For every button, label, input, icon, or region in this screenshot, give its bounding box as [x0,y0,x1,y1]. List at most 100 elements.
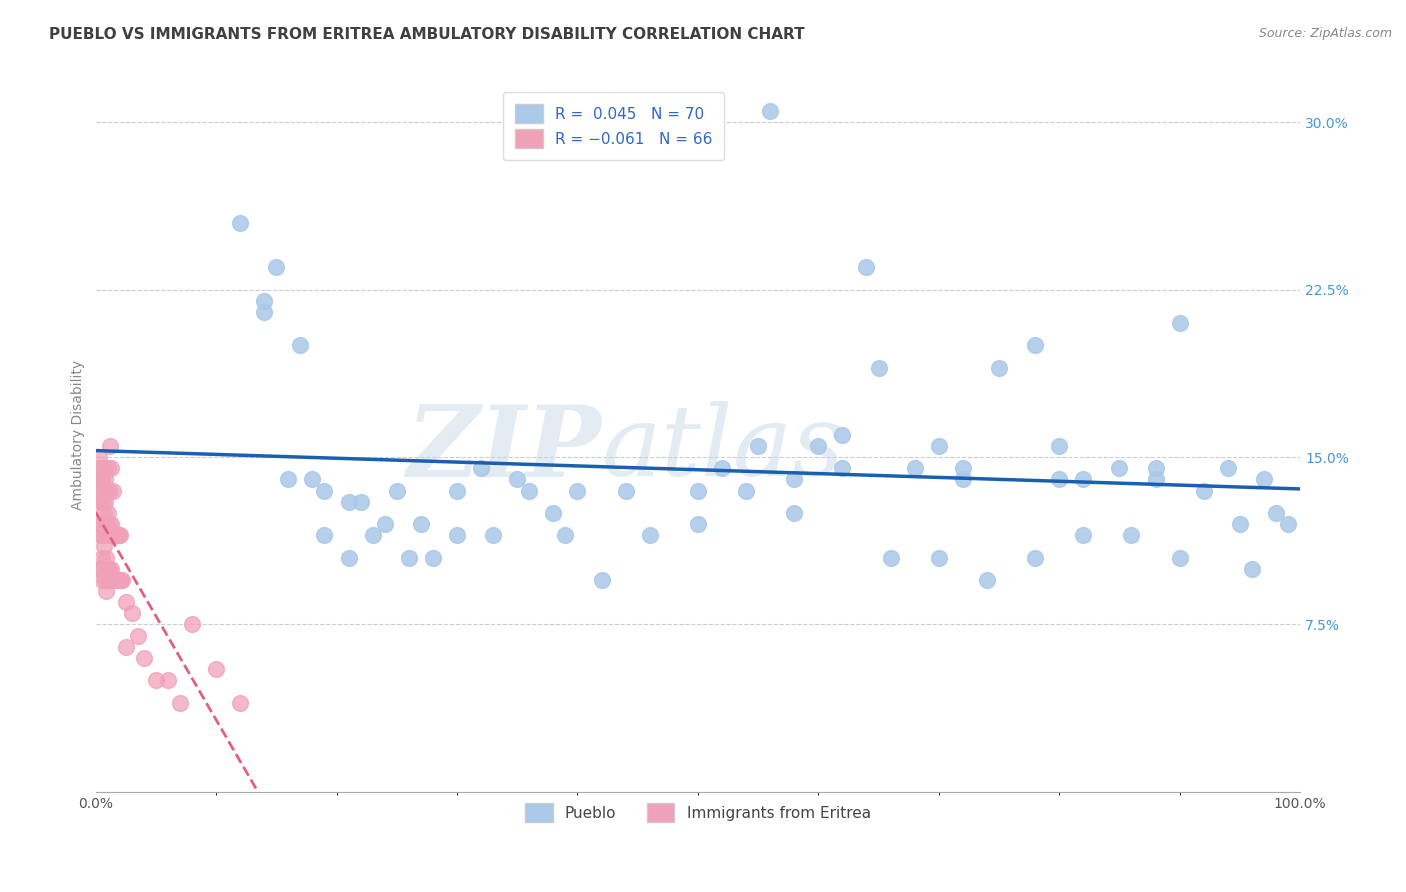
Point [91,483,114,498]
Point [90,472,112,486]
Point [89,494,111,508]
Point [1071,528,1094,542]
Point [105,573,128,587]
Point [314,528,336,542]
Point [229,696,252,710]
Point [96,584,118,599]
Point [686,516,709,531]
Legend: Pueblo, Immigrants from Eritrea: Pueblo, Immigrants from Eritrea [513,791,883,834]
Point [104,573,127,587]
Point [97,516,120,531]
Point [105,573,128,587]
Point [98,439,121,453]
Point [301,472,323,486]
Point [783,472,806,486]
Point [567,483,589,498]
Point [97,461,120,475]
Point [90,472,112,486]
Text: atlas: atlas [602,401,844,497]
Point [868,360,890,375]
Point [90,516,112,531]
Point [337,550,360,565]
Point [1168,550,1191,565]
Point [94,472,117,486]
Point [976,573,998,587]
Point [988,360,1011,375]
Point [831,427,853,442]
Point [1144,472,1167,486]
Point [108,573,131,587]
Text: Source: ZipAtlas.com: Source: ZipAtlas.com [1258,27,1392,40]
Point [98,573,121,587]
Point [952,472,974,486]
Point [710,461,733,475]
Point [98,528,121,542]
Point [108,528,131,542]
Text: PUEBLO VS IMMIGRANTS FROM ERITREA AMBULATORY DISABILITY CORRELATION CHART: PUEBLO VS IMMIGRANTS FROM ERITREA AMBULA… [49,27,804,42]
Point [735,483,758,498]
Point [446,528,468,542]
Point [111,573,134,587]
Point [94,528,117,542]
Point [91,528,114,542]
Point [831,461,853,475]
Point [385,483,408,498]
Point [470,461,492,475]
Point [807,439,830,453]
Point [928,550,950,565]
Point [100,562,122,576]
Point [97,483,120,498]
Point [349,494,371,508]
Point [89,528,111,542]
Point [686,483,709,498]
Point [482,528,505,542]
Point [107,528,129,542]
Point [169,696,191,710]
Point [1024,550,1046,565]
Point [398,550,420,565]
Point [266,260,288,275]
Point [93,539,115,553]
Point [783,506,806,520]
Point [1277,516,1299,531]
Point [1121,528,1143,542]
Point [337,494,360,508]
Point [96,483,118,498]
Point [1253,472,1275,486]
Point [93,461,115,475]
Point [409,516,432,531]
Point [1047,472,1070,486]
Point [94,494,117,508]
Point [103,528,125,542]
Point [1168,316,1191,330]
Point [1108,461,1130,475]
Point [205,662,228,676]
Point [97,506,120,520]
Point [94,573,117,587]
Y-axis label: Ambulatory Disability: Ambulatory Disability [72,359,86,509]
Point [100,516,122,531]
Point [614,483,637,498]
Point [89,450,111,464]
Point [253,293,276,308]
Point [229,216,252,230]
Point [591,573,613,587]
Point [855,260,877,275]
Point [105,528,128,542]
Point [747,439,769,453]
Point [1071,472,1094,486]
Point [759,103,782,118]
Point [132,651,155,665]
Point [104,528,127,542]
Point [1229,516,1251,531]
Point [101,528,124,542]
Point [103,573,125,587]
Point [145,673,167,688]
Point [89,483,111,498]
Point [506,472,529,486]
Point [90,550,112,565]
Point [89,461,111,475]
Point [100,461,122,475]
Point [928,439,950,453]
Point [156,673,179,688]
